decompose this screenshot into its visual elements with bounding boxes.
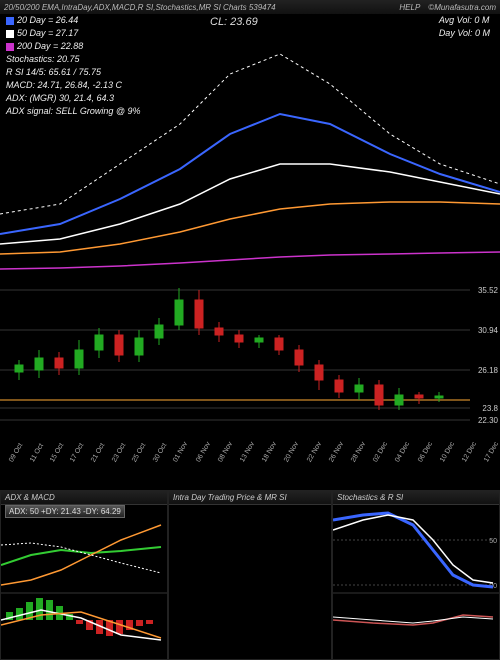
svg-text:26.18: 26.18 <box>478 366 499 375</box>
header-bar: 20/50/200 EMA,IntraDay,ADX,MACD,R SI,Sto… <box>0 0 500 14</box>
volume-info: Avg Vol: 0 M Day Vol: 0 M <box>439 14 490 40</box>
candlestick-chart: 35.52 30.94 26.18 23.8 22.30 <box>0 280 500 460</box>
close-price: CL: 23.69 <box>210 16 258 28</box>
stochastics-panel: Stochastics & R SI 5020 <box>332 490 500 660</box>
svg-text:35.52: 35.52 <box>478 286 499 295</box>
panel-title: Intra Day Trading Price & MR SI <box>169 491 331 505</box>
header-left: 20/50/200 EMA,IntraDay,ADX,MACD,R SI,Sto… <box>4 3 276 12</box>
site-credit: ©Munafasutra.com <box>428 3 496 12</box>
intraday-panel: Intra Day Trading Price & MR SI <box>168 490 332 660</box>
svg-text:23.8: 23.8 <box>482 404 498 413</box>
svg-text:50: 50 <box>489 538 497 545</box>
adx-macd-panel: ADX & MACD ADX: 50 +DY: 21.43 -DY: 64.29 <box>0 490 168 660</box>
help-link[interactable]: HELP <box>399 3 420 12</box>
root: 20/50/200 EMA,IntraDay,ADX,MACD,R SI,Sto… <box>0 0 500 660</box>
date-axis: 09 Oct11 Oct15 Oct17 Oct21 Oct23 Oct25 O… <box>8 460 470 488</box>
adx-values: ADX: 50 +DY: 21.43 -DY: 64.29 <box>5 505 125 518</box>
bottom-panels: ADX & MACD ADX: 50 +DY: 21.43 -DY: 64.29… <box>0 490 500 660</box>
svg-text:22.30: 22.30 <box>478 416 499 425</box>
panel-title: Stochastics & R SI <box>333 491 499 505</box>
indicator-info: 20 Day = 26.44 50 Day = 27.17 200 Day = … <box>6 14 141 118</box>
panel-title: ADX & MACD <box>1 491 167 505</box>
svg-text:30.94: 30.94 <box>478 326 499 335</box>
